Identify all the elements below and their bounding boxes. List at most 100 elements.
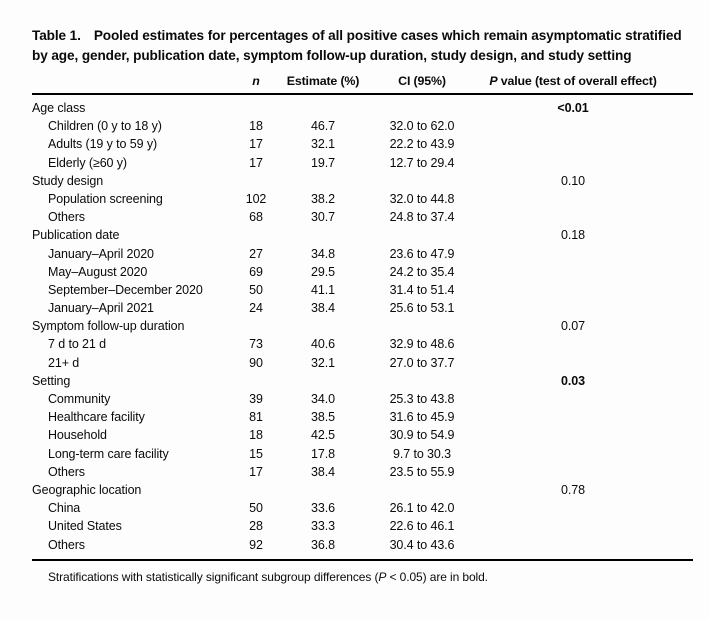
section-label: Study design — [32, 173, 104, 188]
estimate-cell: 29.5 — [311, 264, 335, 279]
row-label: Community — [48, 392, 111, 406]
table-caption: Pooled estimates for percentages of all … — [32, 28, 682, 63]
ci-cell: 30.9 to 54.9 — [389, 428, 455, 443]
estimate-cell: 34.0 — [311, 392, 335, 406]
p-value-cell: 0.07 — [561, 319, 585, 334]
row-label: May–August 2020 — [48, 264, 148, 279]
table: n Estimate (%) CI (95%) P value (test of… — [32, 72, 693, 584]
row-label: Household — [48, 428, 107, 443]
p-value-cell: 0.03 — [561, 373, 585, 388]
p-value-cell: 0.10 — [561, 173, 585, 188]
n-cell: 81 — [249, 410, 263, 425]
section-row: Geographic location 0.78 — [32, 481, 693, 499]
estimate-cell: 41.1 — [311, 282, 335, 297]
p-value-cell: <0.01 — [557, 101, 589, 115]
column-header-estimate: Estimate (%) — [286, 74, 360, 88]
n-cell: 15 — [249, 446, 263, 461]
estimate-cell: 19.7 — [311, 155, 335, 170]
data-row: Others 17 38.4 23.5 to 55.9 — [32, 463, 693, 481]
row-label: Population screening — [48, 191, 163, 206]
row-label: Others — [48, 464, 85, 479]
n-cell: 24 — [249, 301, 263, 316]
row-label: Elderly (≥60 y) — [48, 155, 127, 170]
table-title: Table 1. Pooled estimates for percentages… — [32, 26, 686, 66]
estimate-cell: 32.1 — [311, 137, 335, 152]
section-label: Setting — [32, 373, 71, 388]
page: Table 1. Pooled estimates for percentages… — [32, 26, 693, 584]
p-value-cell: 0.18 — [561, 228, 585, 243]
estimate-cell: 33.6 — [311, 501, 335, 516]
section-label: Geographic location — [32, 482, 142, 497]
n-cell: 17 — [249, 137, 263, 152]
data-row: Adults (19 y to 59 y) 17 32.1 22.2 to 43.9 — [32, 135, 693, 153]
data-row: Children (0 y to 18 y) 18 46.7 32.0 to 62.0 — [32, 117, 693, 135]
ci-cell: 30.4 to 43.6 — [389, 537, 455, 552]
n-cell: 92 — [249, 537, 263, 552]
row-label: September–December 2020 — [48, 282, 203, 297]
section-label: Age class — [32, 101, 86, 115]
data-row: 7 d to 21 d 73 40.6 32.9 to 48.6 — [32, 335, 693, 353]
row-label: Adults (19 y to 59 y) — [48, 137, 158, 152]
footnote-p-italic: P — [378, 569, 387, 584]
ci-cell: 32.0 to 44.8 — [389, 191, 455, 206]
n-cell: 18 — [249, 119, 263, 134]
ci-cell: 24.2 to 35.4 — [389, 264, 455, 279]
footnote-text-post: < 0.05) are in bold. — [386, 569, 489, 584]
row-label: United States — [48, 519, 122, 534]
estimate-cell: 38.2 — [311, 191, 335, 206]
p-value-cell: 0.78 — [561, 482, 585, 497]
ci-cell: 22.2 to 43.9 — [389, 137, 455, 152]
n-cell: 73 — [249, 337, 263, 352]
data-row: Others 68 30.7 24.8 to 37.4 — [32, 208, 693, 226]
table-header-row: n Estimate (%) CI (95%) P value (test of… — [32, 72, 693, 93]
n-cell: 69 — [249, 264, 263, 279]
data-row: United States 28 33.3 22.6 to 46.1 — [32, 517, 693, 535]
estimate-cell: 46.7 — [311, 119, 335, 134]
estimate-cell: 36.8 — [311, 537, 335, 552]
table-number: Table 1. — [32, 28, 81, 43]
ci-cell: 25.6 to 53.1 — [389, 301, 455, 316]
n-cell: 68 — [249, 210, 263, 225]
column-header-n: n — [252, 74, 260, 88]
data-row: Household 18 42.5 30.9 to 54.9 — [32, 426, 693, 444]
data-row: 21+ d 90 32.1 27.0 to 37.7 — [32, 354, 693, 372]
estimate-cell: 38.4 — [311, 301, 335, 316]
data-row: Community 39 34.0 25.3 to 43.8 — [32, 390, 693, 408]
estimate-cell: 38.5 — [311, 410, 335, 425]
n-cell: 102 — [245, 191, 267, 206]
estimate-cell: 30.7 — [311, 210, 335, 225]
section-label: Publication date — [32, 228, 120, 243]
row-label: Others — [48, 210, 85, 225]
column-header-ci: CI (95%) — [398, 74, 446, 88]
estimate-cell: 40.6 — [311, 337, 335, 352]
row-label: Others — [48, 537, 85, 552]
ci-cell: 32.9 to 48.6 — [389, 337, 455, 352]
ci-cell: 31.6 to 45.9 — [389, 410, 455, 425]
p-value-header-italic: P — [489, 74, 498, 88]
estimate-cell: 34.8 — [311, 246, 335, 261]
ci-cell: 32.0 to 62.0 — [389, 119, 455, 134]
estimate-cell: 38.4 — [311, 464, 335, 479]
ci-cell: 25.3 to 43.8 — [389, 392, 455, 406]
section-row: Publication date 0.18 — [32, 226, 693, 244]
estimate-cell: 42.5 — [311, 428, 335, 443]
n-cell: 90 — [249, 355, 263, 370]
data-row: Healthcare facility 81 38.5 31.6 to 45.9 — [32, 408, 693, 426]
data-row: Long-term care facility 15 17.8 9.7 to 30.3 — [32, 445, 693, 463]
section-row: Setting 0.03 — [32, 372, 693, 390]
data-row: Others 92 36.8 30.4 to 43.6 — [32, 536, 693, 554]
data-row: May–August 2020 69 29.5 24.2 to 35.4 — [32, 263, 693, 281]
section-row: Symptom follow-up duration 0.07 — [32, 317, 693, 335]
row-label: January–April 2021 — [48, 301, 154, 316]
ci-cell: 23.6 to 47.9 — [389, 246, 455, 261]
column-header-p-value: P value (test of overall effect) — [474, 74, 672, 88]
row-label: Long-term care facility — [48, 446, 169, 461]
data-row: Elderly (≥60 y) 17 19.7 12.7 to 29.4 — [32, 154, 693, 172]
section-label: Symptom follow-up duration — [32, 319, 185, 334]
row-label: Healthcare facility — [48, 410, 145, 425]
p-value-header-rest: value (test of overall effect) — [497, 74, 657, 88]
estimate-cell: 33.3 — [311, 519, 335, 534]
row-label: China — [48, 501, 81, 516]
ci-cell: 12.7 to 29.4 — [389, 155, 455, 170]
data-row: January–April 2020 27 34.8 23.6 to 47.9 — [32, 245, 693, 263]
